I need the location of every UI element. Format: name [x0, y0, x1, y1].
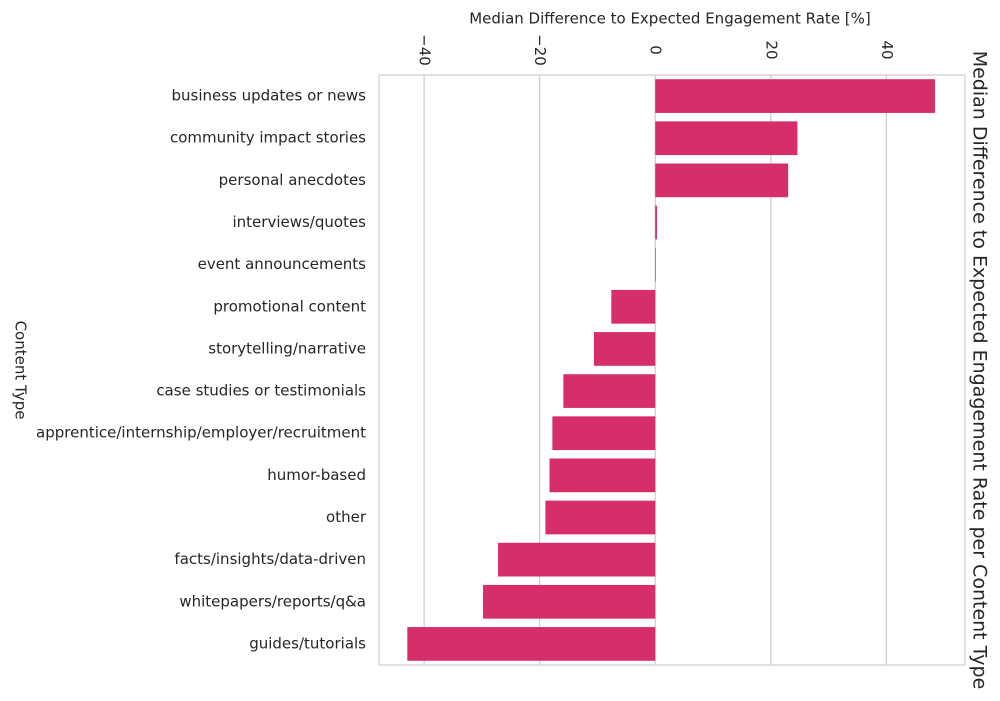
x-tick-label: 0	[647, 45, 665, 55]
bar	[655, 121, 798, 156]
bar	[483, 584, 656, 619]
y-tick-label: promotional content	[213, 297, 366, 315]
bar	[655, 205, 657, 240]
bar	[545, 500, 656, 535]
bar	[552, 416, 656, 451]
x-tick-label: 20	[762, 40, 780, 59]
y-tick-label: other	[326, 508, 367, 526]
bar	[593, 332, 656, 366]
x-tick-label: 40	[878, 40, 896, 59]
y-tick-label: business updates or news	[171, 87, 366, 105]
x-tick-label: −20	[531, 34, 549, 66]
y-tick-label: humor-based	[267, 466, 366, 484]
bar	[498, 542, 656, 577]
y-tick-label: guides/tutorials	[249, 634, 366, 652]
x-tick-label: −40	[416, 34, 434, 66]
bar	[563, 374, 656, 408]
bar	[655, 247, 656, 282]
y-tick-label: facts/insights/data-driven	[174, 550, 366, 568]
y-tick-label: community impact stories	[170, 129, 366, 147]
y-tick-label: case studies or testimonials	[156, 382, 366, 400]
y-tick-label: apprentice/internship/employer/recruitme…	[36, 424, 366, 442]
y-tick-label: personal anecdotes	[219, 171, 367, 189]
bar	[407, 627, 656, 661]
y-axis-label: Content Type	[12, 321, 30, 420]
y-tick-label: storytelling/narrative	[208, 339, 366, 357]
bar	[655, 163, 789, 198]
x-axis-label: Median Difference to Expected Engagement…	[469, 10, 871, 28]
y-tick-label: interviews/quotes	[233, 213, 367, 231]
bar	[655, 79, 935, 113]
chart-title: Median Difference to Expected Engagement…	[969, 51, 991, 690]
y-tick-label: event announcements	[198, 255, 367, 273]
plot-frame	[378, 74, 966, 666]
bar	[549, 458, 656, 493]
y-tick-label: whitepapers/reports/q&a	[179, 592, 366, 610]
bar	[611, 289, 656, 324]
